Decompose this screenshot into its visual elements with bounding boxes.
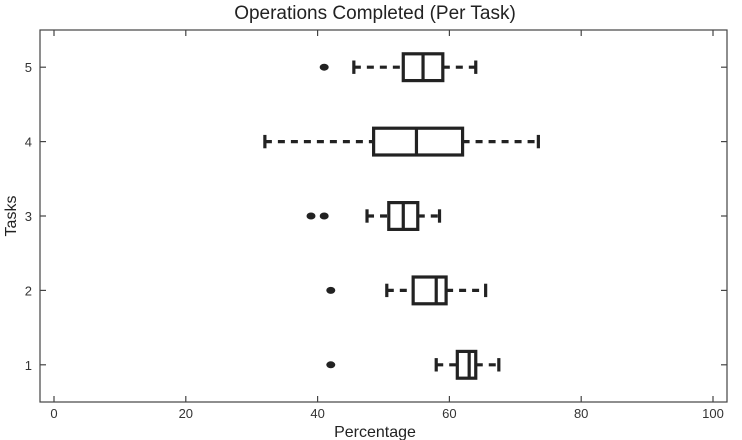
x-tick-label: 60 bbox=[442, 406, 456, 421]
outlier-point bbox=[319, 63, 329, 71]
y-tick-label: 1 bbox=[25, 358, 32, 373]
outlier-point bbox=[326, 286, 336, 294]
x-tick-label: 40 bbox=[310, 406, 324, 421]
y-tick-label: 5 bbox=[25, 60, 32, 75]
box-task-4 bbox=[263, 126, 540, 157]
y-tick-label: 3 bbox=[25, 209, 32, 224]
outlier-point bbox=[326, 361, 336, 369]
x-axis-label: Percentage bbox=[334, 424, 416, 440]
box-task-5 bbox=[319, 52, 478, 83]
iqr-box bbox=[455, 349, 478, 380]
x-tick-label: 0 bbox=[50, 406, 57, 421]
x-tick-label: 20 bbox=[179, 406, 193, 421]
y-axis: 1 2 3 4 5 bbox=[25, 60, 727, 373]
box-task-2 bbox=[326, 275, 488, 306]
outlier-point bbox=[306, 212, 316, 220]
x-tick-label: 80 bbox=[574, 406, 588, 421]
y-tick-label: 4 bbox=[25, 135, 32, 150]
chart-title: Operations Completed (Per Task) bbox=[234, 3, 516, 24]
iqr-box bbox=[372, 126, 465, 157]
outlier-point bbox=[319, 212, 329, 220]
x-axis: 0 20 40 60 80 100 bbox=[50, 30, 724, 421]
y-tick-label: 2 bbox=[25, 283, 32, 298]
x-tick-label: 100 bbox=[702, 406, 724, 421]
iqr-box bbox=[411, 275, 448, 306]
box-task-1 bbox=[326, 349, 501, 380]
box-task-3 bbox=[306, 201, 442, 231]
y-axis-label: Tasks bbox=[3, 196, 20, 237]
box-series bbox=[263, 52, 540, 380]
